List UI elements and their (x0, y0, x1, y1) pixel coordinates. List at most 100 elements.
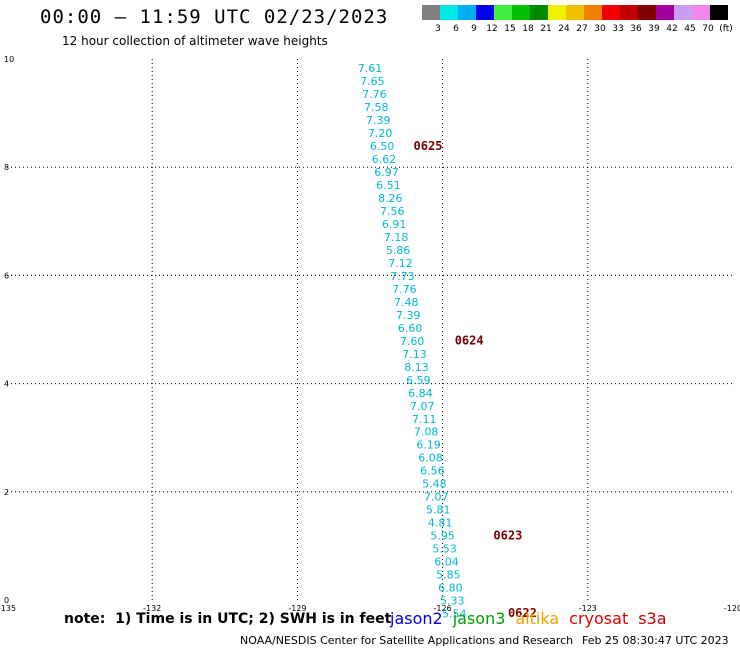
wave-height-label: 5.85 (436, 569, 461, 582)
wave-height-label: 7.39 (396, 309, 421, 322)
wave-height-label: 6.60 (398, 322, 423, 335)
wave-height-label: 5.81 (426, 504, 451, 517)
wave-height-label: 7.65 (360, 75, 385, 88)
colorbar-tick-label: 45 (684, 24, 695, 34)
generated-timestamp: Feb 25 08:30:47 UTC 2023 (582, 634, 729, 647)
satellite-legend: jason2 jason3 altika cryosat s3a (390, 609, 677, 628)
colorbar-swatch (512, 5, 530, 20)
colorbar-tick-label: 24 (558, 24, 570, 34)
pass-time-label: 0622 (508, 606, 537, 620)
wave-height-label: 6.91 (382, 218, 407, 231)
wave-height-label: 6.56 (420, 465, 445, 478)
colorbar-tick-label: 39 (648, 24, 660, 34)
latitude-tick-label: 0 (4, 596, 9, 605)
wave-height-label: 4.81 (428, 517, 453, 530)
latitude-tick-label: 6 (4, 271, 9, 280)
colorbar-swatch (530, 5, 548, 20)
pass-time-label: 0625 (414, 139, 443, 153)
wave-height-label: 6.19 (416, 439, 441, 452)
colorbar-tick-label: 15 (504, 24, 515, 34)
colorbar-swatch (566, 5, 584, 20)
colorbar-tick-label: (ft) (719, 24, 733, 34)
wave-height-label: 6.97 (374, 166, 399, 179)
colorbar-tick-label: 36 (630, 24, 642, 34)
colorbar-tick-label: 9 (471, 24, 477, 34)
colorbar-swatch (656, 5, 674, 20)
colorbar-swatch (458, 5, 476, 20)
wave-height-label: 7.76 (362, 88, 387, 101)
credit-text: NOAA/NESDIS Center for Satellite Applica… (240, 634, 574, 647)
wave-height-label: 6.84 (408, 387, 433, 400)
wave-height-label: 7.48 (394, 296, 419, 309)
wave-height-label: 7.07 (424, 491, 449, 504)
satellite-jason2: jason2 (390, 609, 443, 628)
colorbar-tick-label: 30 (594, 24, 606, 34)
satellite-s3a: s3a (638, 609, 667, 628)
latitude-tick-label: 10 (4, 55, 14, 64)
colorbar-swatch (620, 5, 638, 20)
colorbar-tick-label: 6 (453, 24, 459, 34)
longitude-tick-label: -135 (0, 604, 16, 613)
wave-height-label: 6.51 (376, 179, 401, 192)
wave-height-label: 7.08 (414, 426, 439, 439)
wave-height-label: 5.86 (386, 244, 411, 257)
wave-height-label: 7.58 (364, 101, 389, 114)
wave-height-label: 7.18 (384, 231, 409, 244)
wave-height-label: 5.53 (432, 543, 457, 556)
latitude-tick-label: 4 (4, 380, 9, 389)
colorbar-tick-label: 33 (612, 24, 623, 34)
satellite-cryosat: cryosat (569, 609, 629, 628)
wave-height-label: 6.62 (372, 153, 397, 166)
wave-height-label: 6.80 (438, 582, 463, 595)
colorbar-swatch (692, 5, 710, 20)
longitude-tick-label: -120 (724, 604, 740, 613)
colorbar-swatch (710, 5, 728, 20)
longitude-tick-label: -132 (143, 604, 161, 613)
colorbar-swatch (476, 5, 494, 20)
pass-time-label: 0624 (455, 333, 484, 347)
wave-height-label: 7.76 (392, 283, 417, 296)
satellite-jason3: jason3 (452, 609, 506, 628)
longitude-tick-label: -126 (434, 604, 452, 613)
wave-height-label: 7.39 (366, 114, 391, 127)
colorbar-swatch (638, 5, 656, 20)
wave-height-label: 7.61 (358, 62, 383, 75)
colorbar-swatch (674, 5, 692, 20)
wave-height-label: 5.54 (442, 608, 467, 621)
track-values: 7.617.657.767.587.397.206.506.626.976.51… (358, 62, 467, 620)
colorbar-swatch (548, 5, 566, 20)
pass-time-label: 0623 (493, 529, 522, 543)
colorbar-tick-label: 18 (522, 24, 534, 34)
wave-height-label: 7.60 (400, 335, 425, 348)
wave-height-label: 7.13 (402, 348, 427, 361)
wave-height-label: 8.26 (378, 192, 403, 205)
map-grid (7, 59, 733, 600)
colorbar-tick-label: 12 (486, 24, 497, 34)
color-scale-legend: 3 6 9 12 15 18 21 24 27 30 33 36 39 42 45 70 (ft) (422, 5, 733, 34)
colorbar-tick-label: 3 (435, 24, 441, 34)
wave-height-label: 7.56 (380, 205, 405, 218)
longitude-tick-label: -123 (579, 604, 597, 613)
page-title: 00:00 – 11:59 UTC 02/23/2023 (40, 6, 389, 28)
colorbar-swatch (584, 5, 602, 20)
wave-height-label: 7.12 (388, 257, 413, 270)
latitude-tick-label: 8 (4, 163, 9, 172)
wave-height-label: 7.11 (412, 413, 437, 426)
colorbar-swatch (440, 5, 458, 20)
wave-height-label: 6.50 (370, 140, 395, 153)
wave-height-label: 7.07 (410, 400, 435, 413)
colorbar-tick-label: 42 (666, 24, 677, 34)
colorbar-tick-label: 27 (576, 24, 587, 34)
wave-height-label: 8.13 (404, 361, 429, 374)
wave-height-label: 7.20 (368, 127, 393, 140)
colorbar-tick-label: 70 (702, 24, 714, 34)
longitude-tick-label: -129 (288, 604, 306, 613)
units-note: note: 1) Time is in UTC; 2) SWH is in fe… (64, 611, 392, 627)
wave-height-label: 5.95 (430, 530, 455, 543)
wave-height-label: 5.33 (440, 595, 465, 608)
colorbar-swatch (494, 5, 512, 20)
wave-height-label: 7.73 (390, 270, 415, 283)
colorbar-tick-label: 21 (540, 24, 551, 34)
wave-height-label: 6.08 (418, 452, 443, 465)
